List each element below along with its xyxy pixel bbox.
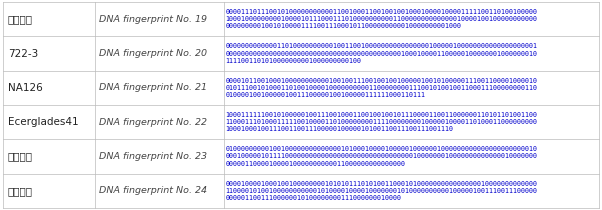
Text: 000000000000011010000000000100110010000000000000000100000100000000000000000001
0: 0000000000000110100000000001001100100000… — [225, 43, 538, 64]
Bar — [3, 71, 599, 105]
Text: 100011111100101000001001110010001100100100101110000110011000000110101101001100
1: 1000111111001010000010011100100011001001… — [225, 112, 538, 132]
Text: 金山无刺: 金山无刺 — [8, 186, 33, 196]
Text: 阿联红麻: 阿联红麻 — [8, 14, 33, 24]
Bar — [3, 2, 599, 36]
Text: 000011101110010100000000000110010001100100100100010000100001111100110100100000
1: 0000111011100101000000000001100100011001… — [225, 9, 538, 29]
Text: 722-3: 722-3 — [8, 49, 38, 59]
Text: DNA fingerprint No. 20: DNA fingerprint No. 20 — [99, 49, 207, 58]
Text: NA126: NA126 — [8, 83, 43, 93]
Text: DNA fingerprint No. 24: DNA fingerprint No. 24 — [99, 186, 207, 195]
Bar — [3, 36, 599, 71]
Text: DNA fingerprint No. 21: DNA fingerprint No. 21 — [99, 83, 207, 92]
Bar — [3, 105, 599, 139]
Text: 000010000100010010000000010101011101010011000101000000000000000010000000000000
1: 0000100001000100100000000101010111010100… — [225, 181, 538, 201]
Text: 010000000001001000000000000001010001000010000010000001000000000000000000000010
0: 0100000000010010000000000000010100010000… — [225, 146, 538, 167]
Text: Ecerglades41: Ecerglades41 — [8, 117, 78, 127]
Bar — [3, 174, 599, 208]
Bar — [3, 139, 599, 174]
Text: 000010110010001000000000001001001110010010010000010010100000111001100001000010
0: 0000101100100010000000000010010011100100… — [225, 78, 538, 98]
Text: DNA fingerprint No. 19: DNA fingerprint No. 19 — [99, 15, 207, 24]
Text: 赞引１号: 赞引１号 — [8, 151, 33, 161]
Text: DNA fingerprint No. 22: DNA fingerprint No. 22 — [99, 118, 207, 127]
Text: DNA fingerprint No. 23: DNA fingerprint No. 23 — [99, 152, 207, 161]
